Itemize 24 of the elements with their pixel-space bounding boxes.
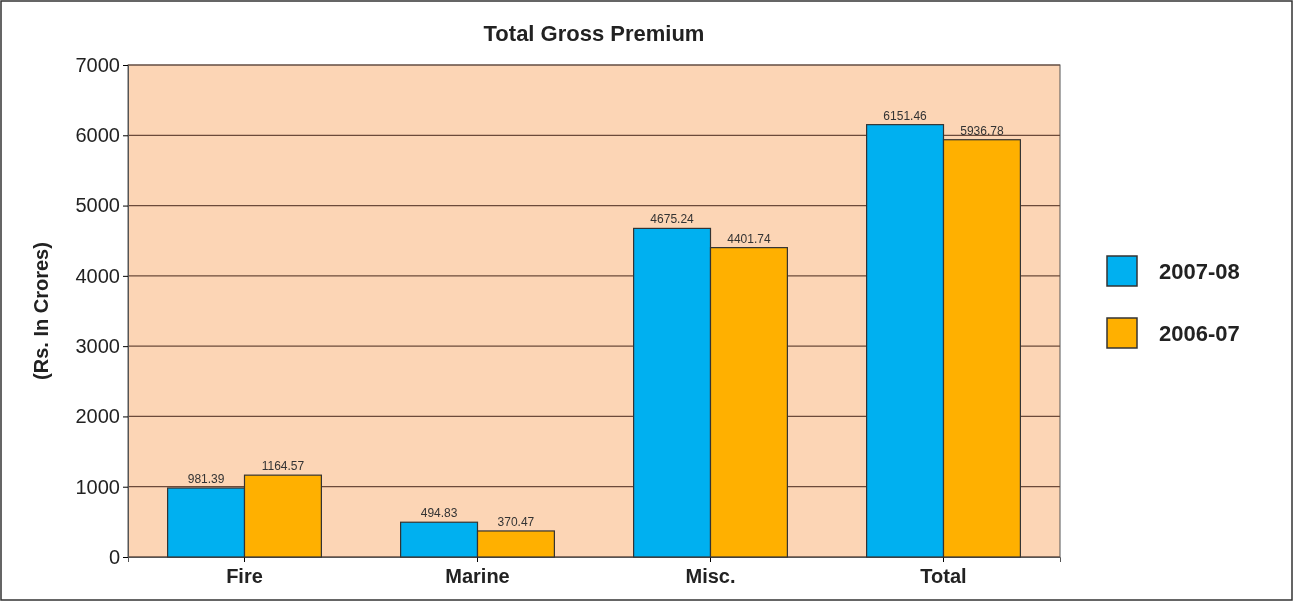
- y-tick-label: 0: [108, 545, 120, 568]
- y-tick-label: 7000: [75, 53, 120, 76]
- y-tick-label: 4000: [75, 264, 120, 287]
- y-axis-title: (Rs. In Crores): [30, 242, 52, 380]
- data-label: 370.47: [497, 514, 535, 529]
- x-tick-label: Total: [920, 565, 967, 587]
- data-label: 494.83: [420, 506, 458, 521]
- y-tick-label: 6000: [75, 124, 120, 147]
- data-label: 5936.78: [960, 123, 1004, 138]
- x-tick-label: Misc.: [685, 565, 736, 587]
- data-label: 4401.74: [727, 231, 771, 246]
- legend-label: 2006-07: [1159, 321, 1240, 346]
- data-label: 981.39: [187, 472, 225, 487]
- data-label: 1164.57: [261, 459, 305, 474]
- y-tick-label: 2000: [75, 405, 120, 428]
- x-tick-label: Fire: [226, 565, 263, 587]
- data-label: 6151.46: [883, 108, 928, 123]
- chart-title: Total Gross Premium: [483, 21, 705, 46]
- y-tick-label: 1000: [75, 475, 120, 498]
- x-tick-label: Marine: [445, 565, 510, 587]
- data-label: 4675.24: [650, 212, 695, 227]
- y-tick-label: 3000: [75, 335, 120, 358]
- legend-label: 2007-08: [1159, 259, 1240, 284]
- y-tick-label: 5000: [75, 194, 120, 217]
